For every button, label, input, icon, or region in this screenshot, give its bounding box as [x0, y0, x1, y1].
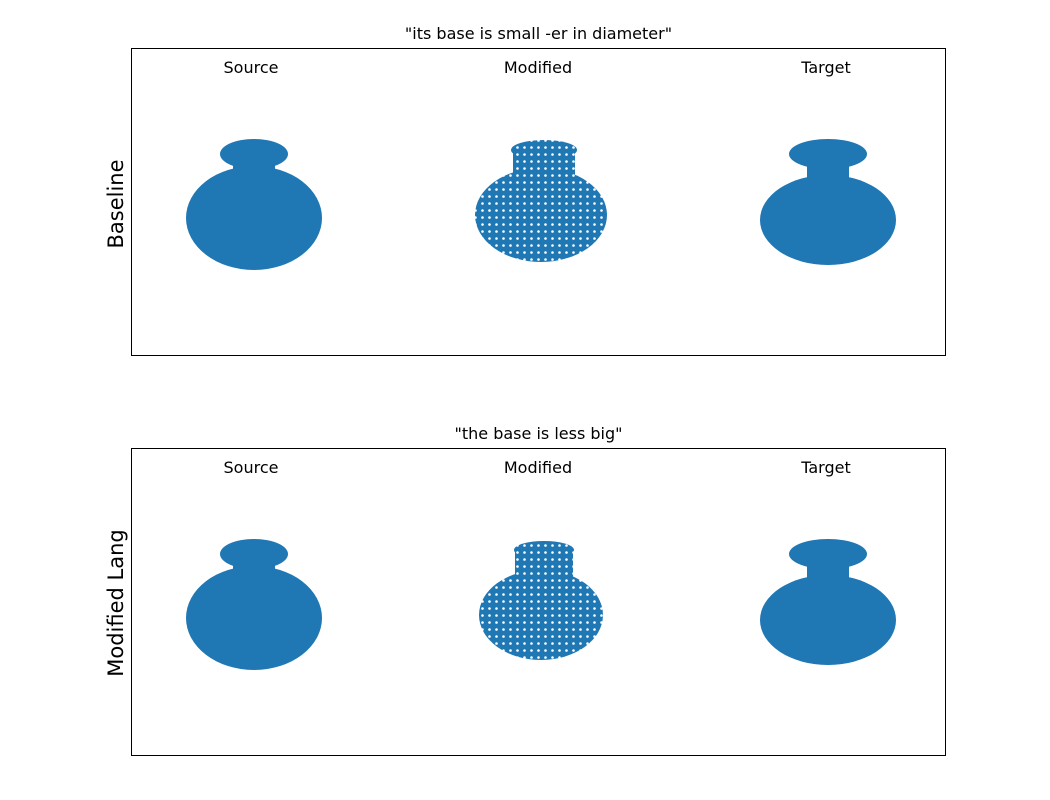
column-label-source: Source — [223, 458, 279, 477]
panel-title-baseline: "its base is small -er in diameter" — [404, 24, 673, 43]
axis-spine-left — [131, 82, 132, 323]
row-label-baseline: Baseline — [104, 159, 128, 249]
column-label-target: Target — [801, 458, 851, 477]
vase-source-icon — [186, 139, 322, 270]
vase-source-icon — [186, 539, 322, 670]
vase-target-icon — [760, 139, 896, 265]
column-label-modified: Modified — [503, 458, 573, 477]
row-label-modified-lang: Modified Lang — [104, 529, 128, 677]
panel-title-modified-lang: "the base is less big" — [454, 424, 623, 443]
vase-modified-icon — [475, 140, 607, 262]
axis-spine-left — [131, 482, 132, 723]
column-label-target: Target — [801, 58, 851, 77]
column-label-source: Source — [223, 58, 279, 77]
column-label-modified: Modified — [503, 58, 573, 77]
vase-target-icon — [760, 539, 896, 665]
vase-modified-icon — [479, 541, 603, 660]
